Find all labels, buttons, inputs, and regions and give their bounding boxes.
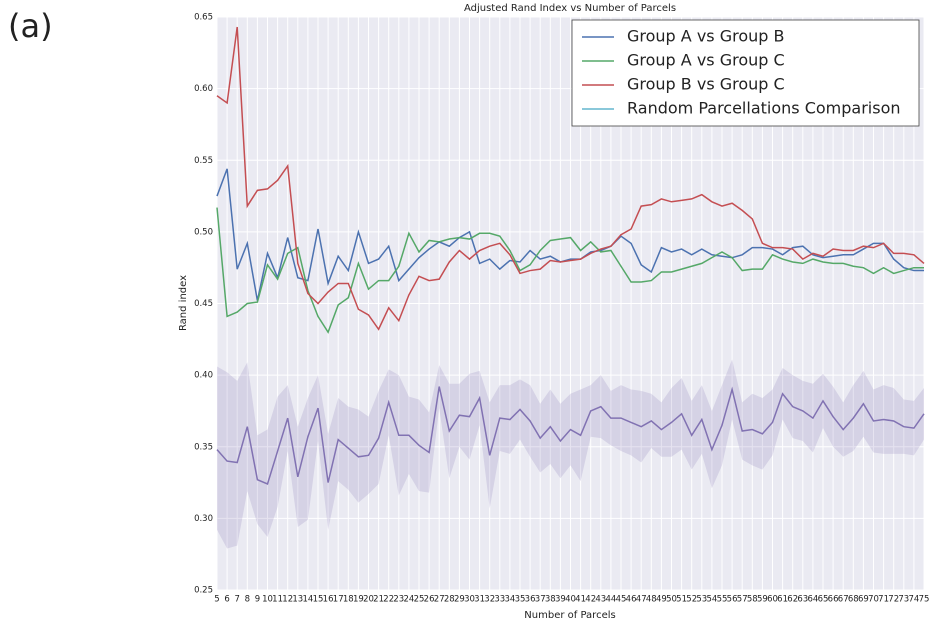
x-tick-label: 22 — [383, 595, 394, 605]
x-tick-label: 14 — [302, 595, 313, 605]
x-tick-label: 10 — [262, 595, 273, 605]
y-tick-label: 0.25 — [194, 586, 213, 596]
x-tick-label: 16 — [323, 595, 334, 605]
y-tick-label: 0.30 — [194, 514, 213, 524]
y-tick-label: 0.35 — [194, 442, 213, 452]
x-tick-label: 32 — [484, 595, 495, 605]
legend-box — [571, 19, 920, 127]
x-tick-label: 72 — [888, 595, 899, 605]
x-tick-label: 69 — [858, 595, 869, 605]
x-tick-label: 23 — [393, 595, 404, 605]
x-tick-label: 62 — [787, 595, 798, 605]
x-tick-label: 13 — [292, 595, 303, 605]
x-tick-label: 61 — [777, 595, 788, 605]
x-tick-label: 26 — [424, 595, 435, 605]
x-tick-label: 55 — [717, 595, 728, 605]
x-tick-label: 29 — [454, 595, 465, 605]
y-tick-label: 0.40 — [194, 371, 213, 381]
marks — [216, 26, 925, 549]
y-tick-label: 0.60 — [194, 84, 213, 94]
x-tick-label: 27 — [434, 595, 445, 605]
x-tick-label: 12 — [282, 595, 293, 605]
x-tick-label: 42 — [585, 595, 596, 605]
x-tick-label: 67 — [838, 595, 849, 605]
x-tick-label: 31 — [474, 595, 485, 605]
x-tick-label: 68 — [848, 595, 859, 605]
legend-label: Group B vs Group C — [627, 75, 785, 94]
x-tick-label: 74 — [908, 595, 919, 605]
y-axis-label: Rand index — [178, 275, 189, 331]
x-tick-label: 9 — [255, 595, 260, 605]
x-tick-label: 15 — [313, 595, 324, 605]
x-tick-label: 58 — [747, 595, 758, 605]
x-tick-label: 24 — [403, 595, 414, 605]
x-tick-label: 54 — [706, 595, 717, 605]
x-tick-label: 21 — [373, 595, 384, 605]
x-tick-label: 57 — [737, 595, 748, 605]
legend-label: Group A vs Group B — [627, 27, 785, 46]
x-tick-label: 11 — [272, 595, 283, 605]
x-tick-label: 65 — [818, 595, 829, 605]
x-tick-label: 66 — [828, 595, 839, 605]
x-tick-label: 30 — [464, 595, 475, 605]
x-tick-label: 34 — [504, 595, 515, 605]
legend-label: Group A vs Group C — [627, 51, 785, 70]
x-tick-label: 7 — [234, 595, 239, 605]
x-tick-label: 17 — [333, 595, 344, 605]
x-tick-label: 44 — [605, 595, 616, 605]
y-tick-label: 0.45 — [194, 299, 213, 309]
x-tick-label: 18 — [343, 595, 354, 605]
x-tick-label: 59 — [757, 595, 768, 605]
x-tick-label: 33 — [494, 595, 505, 605]
x-tick-label: 71 — [878, 595, 889, 605]
y-tick-label: 0.55 — [194, 156, 213, 166]
x-tick-label: 37 — [535, 595, 546, 605]
series-line — [216, 386, 925, 486]
x-tick-label: 52 — [686, 595, 697, 605]
x-tick-label: 20 — [363, 595, 374, 605]
x-tick-label: 46 — [626, 595, 637, 605]
x-tick-label: 5 — [214, 595, 219, 605]
chart-title: Adjusted Rand Index vs Number of Parcels — [464, 3, 676, 14]
x-tick-label: 50 — [666, 595, 677, 605]
x-tick-label: 35 — [515, 595, 526, 605]
x-tick-label: 56 — [727, 595, 738, 605]
x-tick-label: 64 — [807, 595, 818, 605]
x-tick-label: 41 — [575, 595, 586, 605]
x-tick-label: 73 — [898, 595, 909, 605]
x-tick-label: 60 — [767, 595, 778, 605]
series-line — [216, 207, 924, 334]
x-axis-label: Number of Parcels — [524, 610, 615, 621]
legend: Group A vs Group B Group A vs Group C Grou… — [571, 19, 920, 127]
x-tick-label: 45 — [616, 595, 627, 605]
series-line — [216, 168, 924, 301]
x-tick-label: 48 — [646, 595, 657, 605]
x-tick-label: 39 — [555, 595, 566, 605]
series-line — [216, 26, 925, 331]
x-tick-label: 43 — [595, 595, 606, 605]
x-tick-label: 8 — [245, 595, 250, 605]
x-tick-label: 75 — [919, 595, 929, 605]
x-tick-label: 49 — [656, 595, 667, 605]
x-tick-label: 38 — [545, 595, 556, 605]
x-tick-label: 47 — [636, 595, 647, 605]
x-tick-label: 53 — [696, 595, 707, 605]
panel-label: (a) — [8, 7, 53, 45]
y-tick-label: 0.65 — [194, 13, 213, 23]
x-tick-label: 19 — [353, 595, 364, 605]
x-tick-label: 40 — [565, 595, 576, 605]
x-tick-label: 51 — [676, 595, 687, 605]
x-tick-label: 36 — [525, 595, 536, 605]
y-tick-label: 0.50 — [194, 227, 213, 237]
x-tick-label: 70 — [868, 595, 879, 605]
x-tick-label: 28 — [444, 595, 455, 605]
x-tick-label: 25 — [414, 595, 425, 605]
confidence-band — [217, 359, 924, 549]
x-tick-label: 63 — [797, 595, 808, 605]
legend-label: Random Parcellations Comparison — [627, 99, 901, 118]
x-tick-label: 6 — [224, 595, 229, 605]
